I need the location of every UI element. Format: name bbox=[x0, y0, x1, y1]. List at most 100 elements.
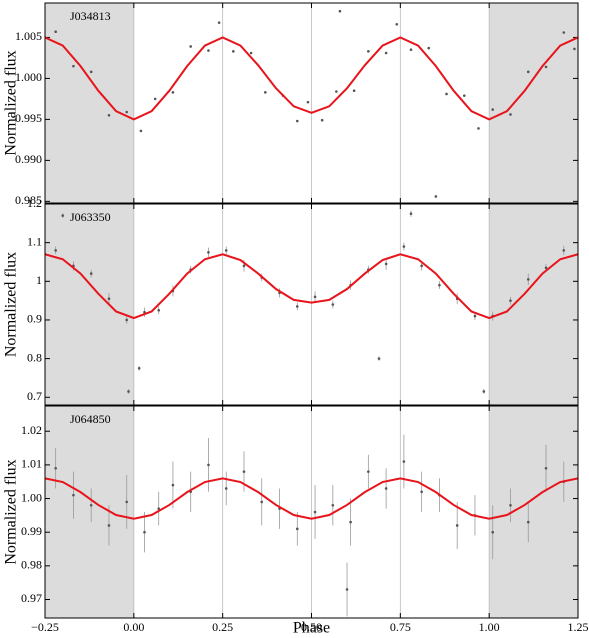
shaded-region bbox=[45, 3, 134, 203]
data-point bbox=[89, 70, 93, 74]
data-point bbox=[331, 503, 335, 507]
data-point bbox=[72, 493, 75, 497]
data-point bbox=[402, 460, 406, 463]
x-tick-label: 0.00 bbox=[123, 620, 144, 634]
x-tick-label: 0.25 bbox=[212, 620, 233, 634]
shaded-region bbox=[45, 204, 134, 405]
data-point bbox=[420, 490, 423, 494]
data-point bbox=[153, 97, 157, 101]
data-point bbox=[395, 23, 399, 26]
shaded-region bbox=[489, 204, 578, 405]
y-tick-label: 0.98 bbox=[21, 558, 42, 572]
y-tick-label: 0.9 bbox=[27, 312, 42, 326]
data-point bbox=[367, 470, 370, 473]
data-point bbox=[189, 45, 192, 48]
data-point bbox=[462, 94, 466, 97]
data-point bbox=[544, 65, 548, 69]
model-curve bbox=[44, 253, 579, 320]
data-point bbox=[562, 31, 566, 34]
x-tick-label: 1.25 bbox=[568, 620, 589, 634]
data-point bbox=[207, 251, 210, 254]
y-tick-label: 0.990 bbox=[15, 152, 42, 166]
data-point bbox=[107, 524, 111, 527]
data-point bbox=[171, 483, 175, 487]
data-point bbox=[143, 530, 146, 534]
data-point bbox=[526, 70, 530, 74]
data-point bbox=[54, 30, 57, 33]
y-tick-label: 1.1 bbox=[27, 234, 42, 248]
data-point bbox=[125, 318, 129, 322]
data-point bbox=[352, 89, 356, 93]
data-point bbox=[345, 588, 349, 591]
data-point bbox=[107, 297, 111, 301]
data-point bbox=[331, 303, 335, 306]
data-point bbox=[242, 264, 246, 268]
data-point bbox=[526, 278, 530, 281]
data-point bbox=[427, 46, 431, 50]
shaded-region bbox=[489, 406, 578, 618]
data-point bbox=[367, 50, 370, 53]
y-tick-label: 1.02 bbox=[21, 423, 42, 437]
data-point bbox=[509, 113, 512, 116]
y-tick-label: 1.2 bbox=[27, 196, 42, 210]
y-axis-label: Normalized flux bbox=[3, 459, 20, 564]
data-point bbox=[107, 113, 111, 117]
data-point bbox=[491, 108, 495, 111]
model-curve bbox=[44, 36, 579, 121]
data-point bbox=[139, 129, 143, 133]
data-point bbox=[61, 214, 65, 217]
data-point bbox=[171, 91, 175, 94]
y-tick-label: 0.97 bbox=[21, 591, 42, 605]
data-point bbox=[544, 466, 548, 470]
data-point bbox=[455, 524, 459, 527]
data-point bbox=[125, 110, 129, 114]
y-tick-label: 1 bbox=[36, 273, 42, 287]
y-tick-label: 1.01 bbox=[21, 457, 42, 471]
panel-label: J063350 bbox=[70, 210, 111, 224]
y-tick-label: 1.000 bbox=[15, 70, 42, 84]
x-axis-label: Phase bbox=[293, 620, 330, 637]
data-point bbox=[509, 299, 512, 302]
data-point bbox=[402, 245, 406, 248]
data-point bbox=[409, 48, 413, 52]
data-point bbox=[445, 92, 448, 96]
data-point bbox=[562, 249, 566, 252]
data-point bbox=[473, 314, 477, 318]
data-point bbox=[54, 466, 57, 470]
data-point bbox=[242, 470, 246, 473]
data-point bbox=[207, 463, 210, 467]
y-tick-label: 1.005 bbox=[15, 29, 42, 43]
data-point bbox=[157, 507, 161, 510]
data-point bbox=[72, 64, 75, 68]
data-point bbox=[377, 357, 381, 360]
y-axis-label: Normalized flux bbox=[3, 252, 20, 357]
y-tick-label: 0.985 bbox=[15, 193, 42, 207]
data-point bbox=[434, 195, 438, 198]
data-point bbox=[89, 272, 93, 275]
data-point bbox=[224, 487, 228, 490]
data-point bbox=[127, 390, 130, 393]
data-point bbox=[509, 503, 512, 507]
data-point bbox=[313, 510, 317, 514]
x-tick-label: −0.25 bbox=[31, 620, 59, 634]
axes-frame bbox=[44, 203, 579, 406]
axes-frame bbox=[44, 2, 579, 204]
model-curve bbox=[44, 477, 579, 520]
data-point bbox=[477, 127, 480, 130]
data-point bbox=[491, 530, 495, 534]
x-tick-label: 0.75 bbox=[390, 620, 411, 634]
data-point bbox=[249, 51, 253, 55]
y-axis-label: Normalized flux bbox=[3, 50, 20, 155]
data-point bbox=[207, 49, 210, 52]
y-tick-label: 1.00 bbox=[21, 490, 42, 504]
data-point bbox=[217, 21, 221, 24]
axes-frame bbox=[44, 405, 579, 619]
y-tick-label: 0.7 bbox=[27, 389, 42, 403]
data-point bbox=[384, 262, 388, 266]
shaded-region bbox=[489, 3, 578, 203]
x-tick-label: 0.50 bbox=[301, 620, 322, 634]
y-tick-label: 0.995 bbox=[15, 111, 42, 125]
data-point bbox=[125, 500, 129, 504]
data-point bbox=[89, 503, 93, 507]
